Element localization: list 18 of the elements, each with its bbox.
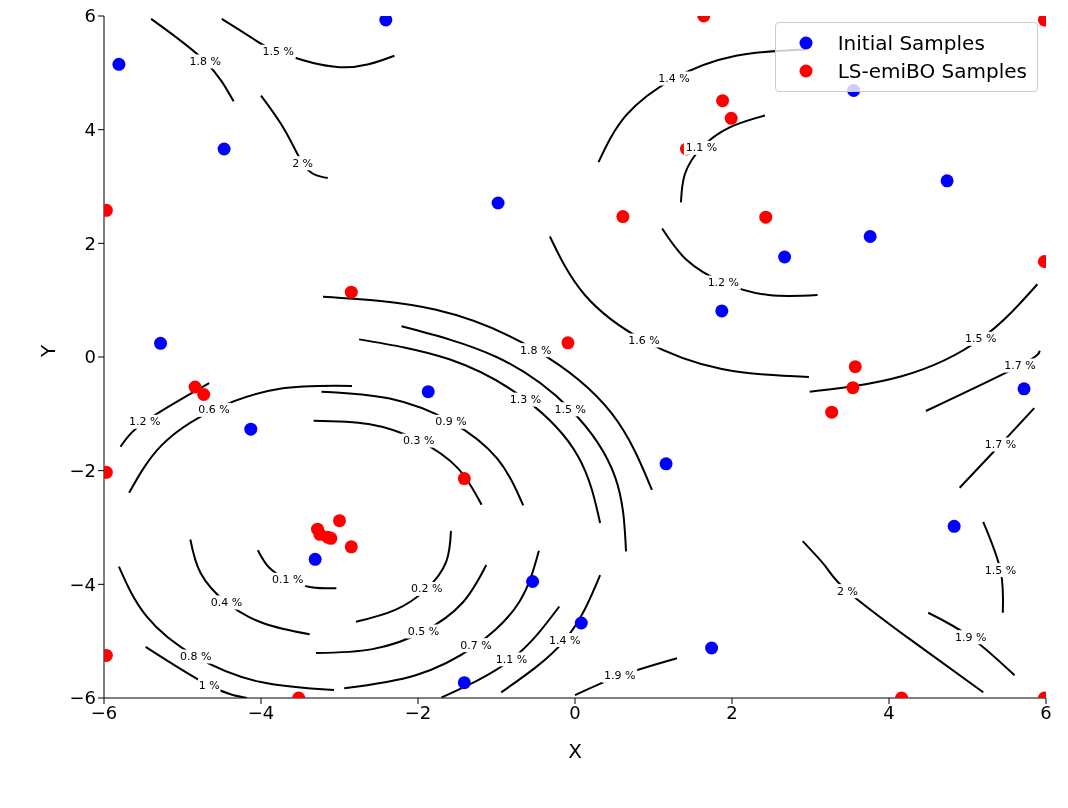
y-axis-title: Y — [36, 344, 61, 358]
series-label: 1.5 % — [984, 563, 1017, 577]
x-tick-label: 0 — [569, 701, 581, 723]
y-tick-label: −4 — [69, 573, 96, 595]
x-tick-label: 4 — [883, 701, 895, 723]
x-tick-label: 6 — [1040, 701, 1052, 723]
y-tick-label: 0 — [84, 346, 96, 368]
legend-label: Initial Samples — [837, 31, 985, 55]
y-tick-label: −6 — [69, 687, 96, 709]
y-tick-label: −2 — [69, 460, 96, 482]
y-tick-label: 2 — [84, 232, 96, 254]
y-tick-label: 6 — [84, 5, 96, 27]
legend-label: LS-emiBO Samples — [837, 59, 1027, 83]
x-tick-label: 2 — [726, 701, 738, 723]
x-axis-title: X — [568, 739, 583, 763]
x-tick-label: −2 — [404, 701, 432, 723]
y-tick-label: 4 — [84, 119, 96, 141]
x-tick-label: −4 — [247, 701, 275, 723]
